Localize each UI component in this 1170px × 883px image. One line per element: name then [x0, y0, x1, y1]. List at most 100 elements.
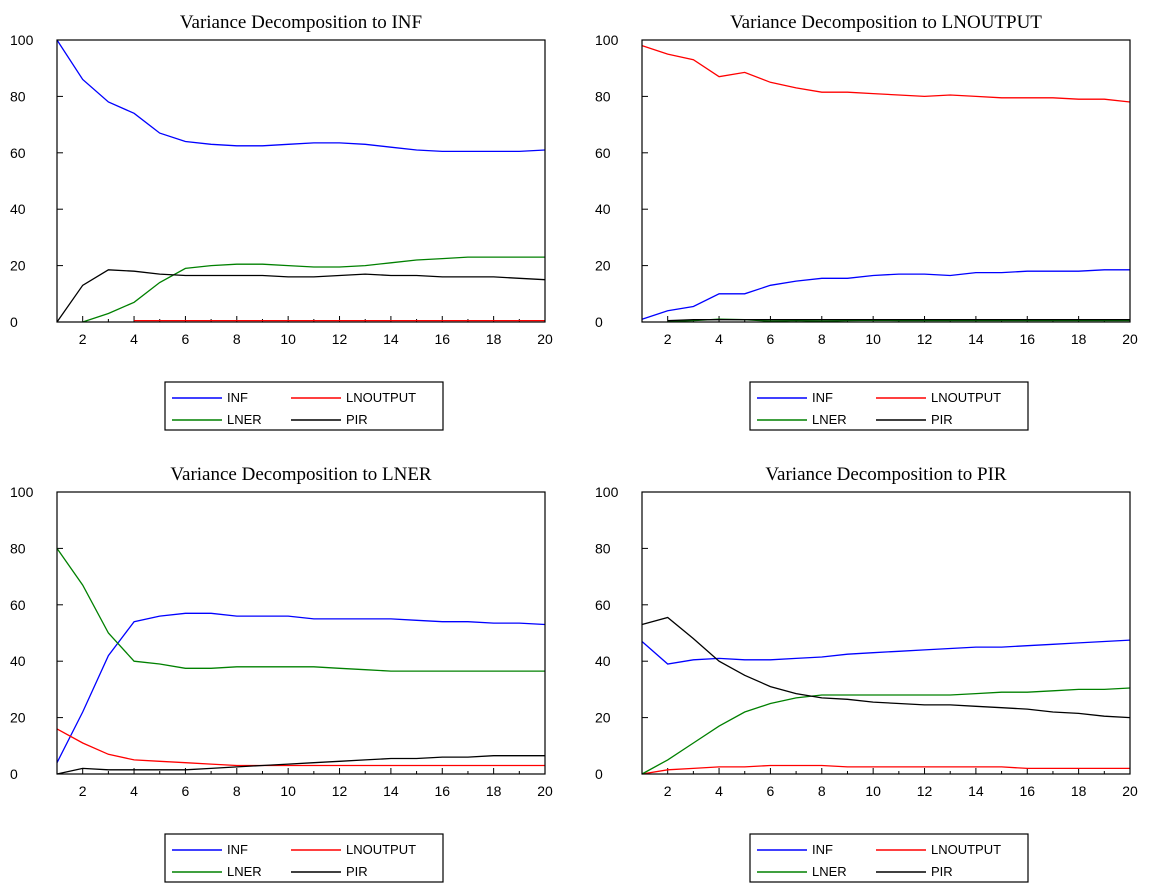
legend-label-lnoutput: LNOUTPUT [931, 390, 1001, 405]
legend-label-inf: INF [812, 842, 833, 857]
x-tick-label: 20 [1122, 331, 1138, 347]
x-tick-label: 20 [537, 331, 553, 347]
y-tick-label: 40 [10, 653, 26, 669]
legend-box [164, 381, 444, 431]
panel-pir: Variance Decomposition to PIR 0 20 40 60 80 10… [595, 464, 1138, 883]
legend-label-lnoutput: LNOUTPUT [346, 390, 416, 405]
x-tick-label: 18 [486, 331, 502, 347]
x-tick-label: 4 [130, 331, 138, 347]
x-tick-label: 2 [664, 331, 672, 347]
y-tick-label: 100 [10, 32, 34, 48]
y-tick-label: 80 [10, 88, 26, 104]
x-tick-label: 16 [1019, 331, 1035, 347]
plot-frame [641, 491, 1131, 775]
x-tick-label: 12 [332, 331, 348, 347]
x-tick-label: 10 [865, 783, 881, 799]
series-line-lnoutput [641, 764, 1130, 775]
series-line-lner [641, 687, 1131, 775]
y-tick-label: 40 [595, 653, 611, 669]
legend-label-pir: PIR [931, 412, 953, 427]
x-tick-label: 2 [79, 331, 87, 347]
y-tick-label: 60 [10, 145, 26, 161]
legend-label-lner: LNER [227, 412, 262, 427]
x-tick-label: 16 [1019, 783, 1035, 799]
legend-label-pir: PIR [346, 412, 368, 427]
x-tick-label: 6 [182, 331, 190, 347]
y-tick-label: 60 [595, 597, 611, 613]
x-tick-label: 18 [1071, 783, 1087, 799]
series-line-lnoutput [641, 44, 1131, 103]
x-tick-label: 16 [434, 783, 450, 799]
y-tick-label: 20 [595, 258, 611, 274]
y-tick-label: 20 [10, 258, 26, 274]
y-tick-label: 60 [10, 597, 26, 613]
series-line-lner [82, 256, 545, 323]
legend: INF LNOUTPUT LNER PIR [164, 381, 444, 431]
y-tick-label: 20 [595, 710, 611, 726]
panel-lnoutput: Variance Decomposition to LNOUTPUT 0 20 40 6… [595, 12, 1138, 431]
x-tick-label: 6 [182, 783, 190, 799]
y-tick-label: 100 [10, 484, 34, 500]
y-tick-label: 80 [595, 540, 611, 556]
y-tick-label: 80 [10, 540, 26, 556]
x-tick-label: 6 [767, 331, 775, 347]
series-line-pir [667, 319, 1130, 322]
plot-frame [641, 39, 1131, 323]
chart-title: Variance Decomposition to LNER [170, 464, 432, 485]
legend-label-lnoutput: LNOUTPUT [931, 842, 1001, 857]
legend-label-lnoutput: LNOUTPUT [346, 842, 416, 857]
panel-inf: Variance Decomposition to INF 0 20 40 60 80 10… [10, 12, 553, 431]
x-tick-label: 2 [79, 783, 87, 799]
x-tick-label: 20 [537, 783, 553, 799]
series-line-inf [56, 612, 546, 763]
series-line-lner [56, 548, 545, 672]
x-tick-label: 2 [664, 783, 672, 799]
x-tick-label: 10 [280, 331, 296, 347]
y-tick-label: 100 [595, 484, 619, 500]
x-tick-label: 12 [332, 783, 348, 799]
y-tick-label: 0 [595, 766, 603, 782]
series-line-pir [641, 616, 1131, 719]
y-tick-label: 0 [10, 766, 18, 782]
x-tick-label: 14 [968, 331, 984, 347]
x-tick-label: 18 [1071, 331, 1087, 347]
plot-frame [56, 491, 546, 775]
legend-label-pir: PIR [931, 864, 953, 879]
legend: INF LNOUTPUT LNER PIR [749, 833, 1029, 883]
x-tick-label: 8 [818, 331, 826, 347]
y-tick-label: 40 [595, 201, 611, 217]
x-tick-label: 12 [917, 331, 933, 347]
x-tick-label: 14 [383, 783, 399, 799]
x-tick-label: 8 [233, 783, 241, 799]
x-tick-label: 20 [1122, 783, 1138, 799]
series-line-lnoutput [56, 728, 545, 767]
y-tick-label: 0 [10, 314, 18, 330]
x-tick-label: 4 [715, 783, 723, 799]
series-line-pir [56, 755, 545, 775]
legend-label-pir: PIR [346, 864, 368, 879]
y-tick-label: 100 [595, 32, 619, 48]
x-tick-label: 10 [280, 783, 296, 799]
legend-label-lner: LNER [812, 412, 847, 427]
y-tick-label: 20 [10, 710, 26, 726]
y-tick-label: 60 [595, 145, 611, 161]
y-tick-label: 40 [10, 201, 26, 217]
plot-frame [56, 39, 546, 323]
x-tick-label: 4 [130, 783, 138, 799]
x-tick-label: 4 [715, 331, 723, 347]
chart-title: Variance Decomposition to PIR [765, 464, 1006, 485]
legend-label-lner: LNER [812, 864, 847, 879]
x-tick-label: 14 [383, 331, 399, 347]
legend-label-inf: INF [812, 390, 833, 405]
legend-label-inf: INF [227, 390, 248, 405]
x-tick-label: 18 [486, 783, 502, 799]
series-line-inf [641, 639, 1131, 665]
legend-box [749, 833, 1029, 883]
x-tick-label: 10 [865, 331, 881, 347]
legend-label-inf: INF [227, 842, 248, 857]
x-tick-label: 8 [818, 783, 826, 799]
panel-lner: Variance Decomposition to LNER 0 20 40 60 80 1… [10, 464, 553, 883]
x-tick-label: 12 [917, 783, 933, 799]
series-line-pir [56, 269, 546, 323]
